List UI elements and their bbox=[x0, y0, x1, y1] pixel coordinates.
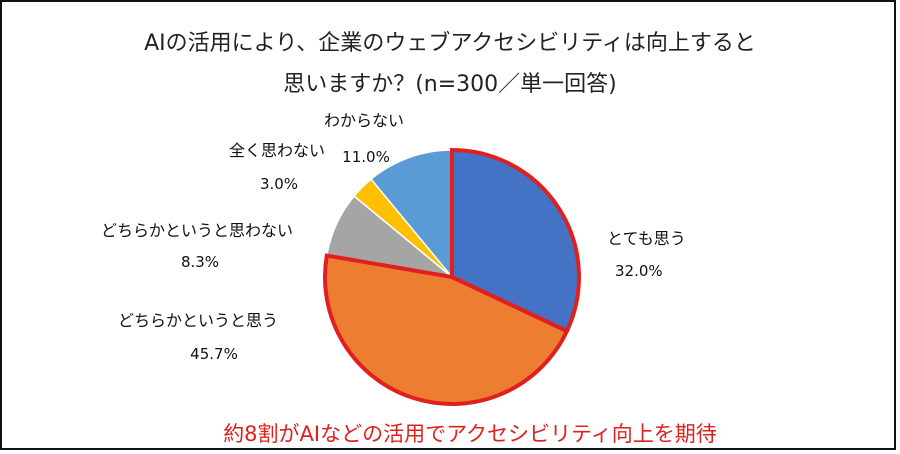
category-label-0: とても思う bbox=[607, 229, 686, 248]
pie-slice-4 bbox=[369, 149, 453, 280]
value-label-2: 8.3% bbox=[181, 253, 219, 271]
highlight-outline-0 bbox=[450, 147, 581, 334]
highlight-outline-1 bbox=[323, 253, 570, 406]
chart-title-line-2: 思いますか？(n=300／単一回答) bbox=[283, 72, 617, 97]
category-label-4: わからない bbox=[324, 111, 404, 130]
value-label-3: 3.0% bbox=[260, 175, 298, 193]
value-label-1: 45.7% bbox=[190, 345, 238, 363]
value-label-0: 32.0% bbox=[615, 262, 663, 280]
category-label-3: 全く思わない bbox=[229, 141, 325, 160]
value-label-4: 11.0% bbox=[342, 148, 390, 166]
chart-title-line-1: AIの活用により、企業のウェブアクセシビリティは向上すると bbox=[144, 31, 756, 56]
category-label-1: どちらかというと思う bbox=[118, 311, 278, 330]
pie-highlight-outlines bbox=[323, 147, 581, 406]
category-label-2: どちらかというと思わない bbox=[101, 221, 293, 240]
annotation-text: 約8割がAIなどの活用でアクセシビリティ向上を期待 bbox=[223, 422, 717, 446]
